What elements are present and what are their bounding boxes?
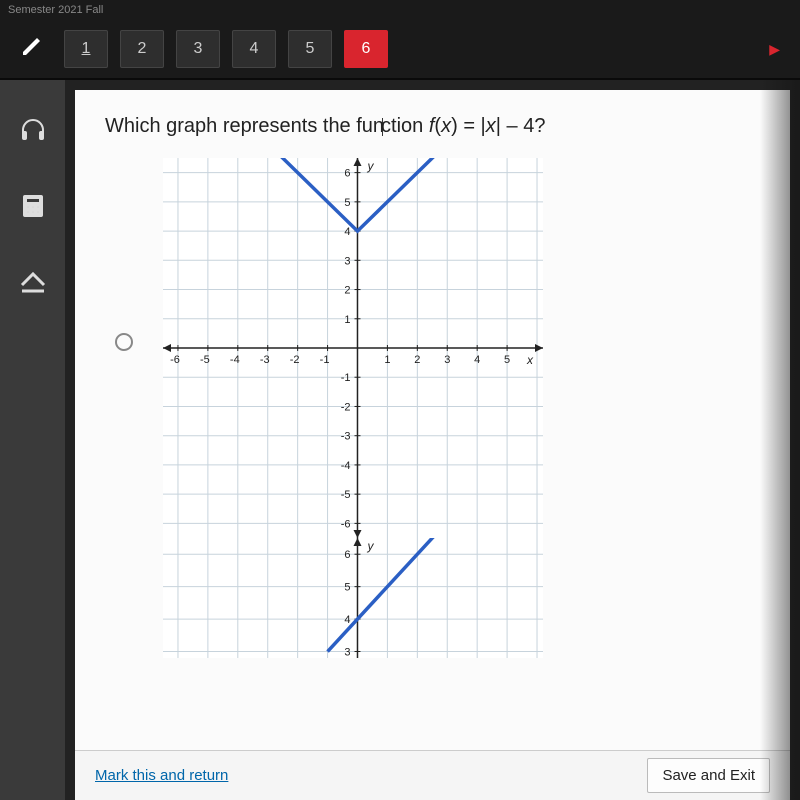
svg-text:-1: -1: [341, 372, 351, 384]
svg-text:4: 4: [344, 226, 350, 238]
svg-text:5: 5: [344, 582, 350, 594]
svg-text:-1: -1: [320, 354, 330, 366]
headphone-icon[interactable]: [13, 110, 53, 150]
svg-text:6: 6: [344, 549, 350, 561]
footer-bar: Mark this and return Save and Exit: [75, 750, 790, 800]
svg-text:5: 5: [344, 197, 350, 209]
svg-text:-2: -2: [341, 401, 351, 413]
nav-question-4[interactable]: 4: [232, 30, 276, 68]
calculator-icon[interactable]: [13, 186, 53, 226]
svg-text:-4: -4: [230, 354, 240, 366]
svg-text:-2: -2: [290, 354, 300, 366]
svg-text:3: 3: [344, 255, 350, 267]
nav-question-6[interactable]: 6: [344, 30, 388, 68]
svg-text:-3: -3: [341, 431, 351, 443]
nav-next-icon[interactable]: ▶: [769, 41, 780, 58]
graph-option-2-partial: 3 4 5 6 y: [163, 538, 543, 658]
nav-question-1[interactable]: 1: [64, 30, 108, 68]
svg-text:y: y: [366, 539, 374, 553]
nav-question-5[interactable]: 5: [288, 30, 332, 68]
nav-question-2[interactable]: 2: [120, 30, 164, 68]
svg-text:-5: -5: [341, 489, 351, 501]
svg-text:1: 1: [344, 314, 350, 326]
nav-question-3[interactable]: 3: [176, 30, 220, 68]
pencil-icon[interactable]: [20, 34, 44, 65]
svg-text:1: 1: [384, 354, 390, 366]
tool-sidebar: [0, 80, 65, 800]
svg-text:2: 2: [344, 285, 350, 297]
collapse-icon[interactable]: [13, 262, 53, 302]
svg-text:-4: -4: [341, 460, 351, 472]
svg-text:5: 5: [504, 354, 510, 366]
svg-text:-5: -5: [200, 354, 210, 366]
header-breadcrumb: Semester 2021 Fall: [0, 0, 800, 20]
svg-text:3: 3: [344, 647, 350, 658]
graph-option-1: -6 -5 -4 -3 -2 -1 1 2 3 4 5 -6 -5 -4 -3 -2 -1 1 2 3 4 5 6 x y: [163, 158, 543, 538]
svg-text:-6: -6: [170, 354, 180, 366]
svg-text:3: 3: [444, 354, 450, 366]
svg-text:4: 4: [344, 614, 350, 626]
svg-text:2: 2: [414, 354, 420, 366]
svg-text:6: 6: [344, 168, 350, 180]
mark-return-link[interactable]: Mark this and return: [95, 767, 228, 784]
question-text: Which graph represents the function f(x)…: [105, 115, 760, 138]
svg-text:x: x: [526, 353, 534, 367]
svg-text:-3: -3: [260, 354, 270, 366]
question-panel: Which graph represents the function f(x)…: [75, 90, 790, 800]
svg-text:-6: -6: [341, 518, 351, 530]
question-nav-bar: 123456 ▶: [0, 20, 800, 80]
svg-text:4: 4: [474, 354, 480, 366]
answer-radio[interactable]: [115, 333, 133, 351]
svg-text:y: y: [366, 159, 374, 173]
save-exit-button[interactable]: Save and Exit: [647, 758, 770, 793]
